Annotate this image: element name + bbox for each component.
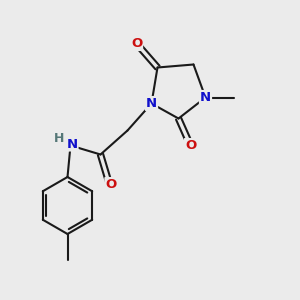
Text: N: N [66, 137, 78, 151]
Text: H: H [54, 132, 64, 146]
Text: O: O [105, 178, 117, 191]
Text: N: N [200, 91, 211, 104]
Text: N: N [146, 97, 157, 110]
Text: O: O [185, 139, 196, 152]
Text: O: O [131, 37, 142, 50]
